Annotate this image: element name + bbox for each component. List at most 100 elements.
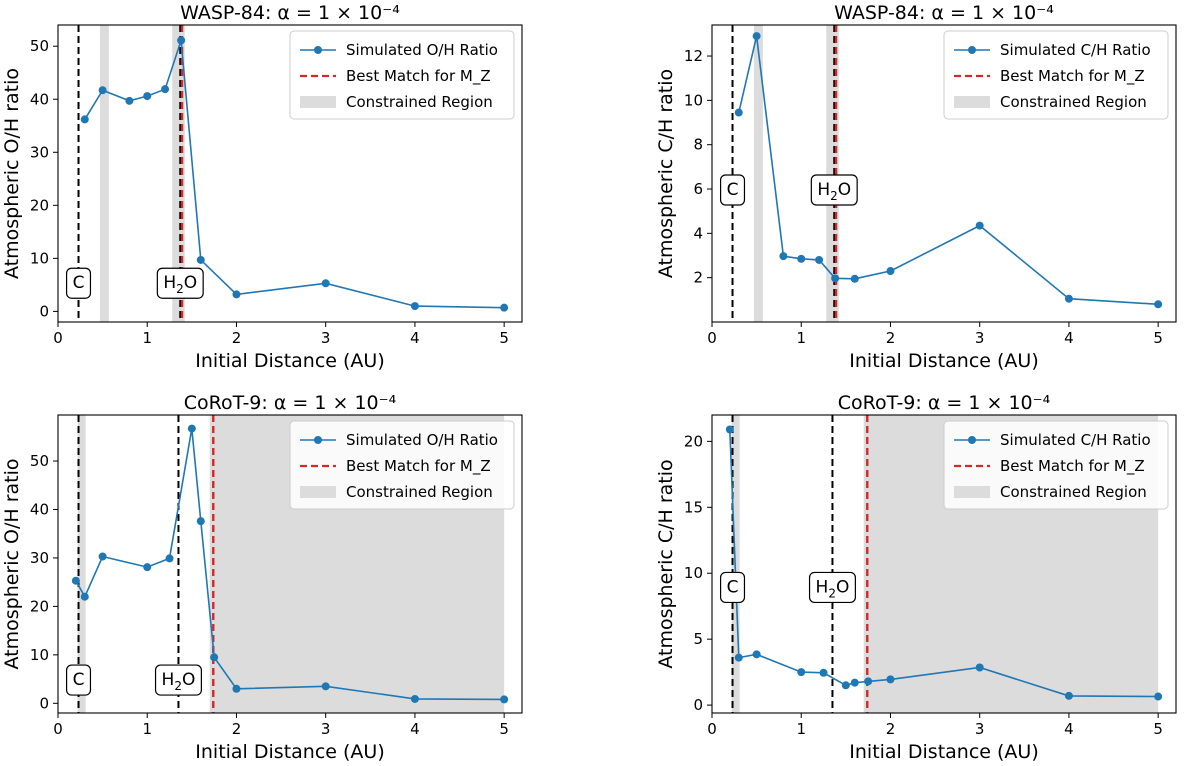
data-point <box>734 108 743 117</box>
data-point <box>850 678 859 687</box>
x-tick-label: 2 <box>232 329 242 347</box>
data-point <box>196 517 205 526</box>
y-axis-label: Atmospheric O/H ratio <box>1 458 23 669</box>
x-tick-label: 1 <box>142 329 152 347</box>
constrained-region-1 <box>753 25 763 322</box>
iceline-label-box <box>808 571 856 604</box>
x-tick-label: 3 <box>975 720 985 738</box>
series-line <box>75 428 505 701</box>
legend-series-marker <box>968 436 976 444</box>
data-point <box>143 563 152 572</box>
plot-area <box>731 25 1163 322</box>
c-iceline-label: C <box>73 273 85 293</box>
x-tick-label: 5 <box>1153 720 1163 738</box>
x-tick-label: 4 <box>1064 720 1074 738</box>
data-point <box>187 424 196 433</box>
x-tick-label: 1 <box>142 720 152 738</box>
x-tick-label: 5 <box>499 720 509 738</box>
constrained-region-1 <box>77 415 86 713</box>
legend-best-match-label: Best Match for M_Z <box>1000 457 1145 476</box>
iceline-label-box <box>154 664 202 696</box>
y-tick-label: 15 <box>684 498 703 516</box>
chart-panel-4: C H2O 0 1 2 3 4 5 0 5 10 15 20 CoRoT-9: α = 1 × 10⁻⁴ I… <box>655 392 1177 763</box>
h2o-iceline-label: H2O <box>162 670 196 693</box>
y-tick-label: 50 <box>30 37 49 55</box>
constrained-region-1 <box>99 25 109 322</box>
c-iceline-label: C <box>727 577 739 597</box>
data-point <box>819 668 828 677</box>
x-tick-label: 0 <box>707 720 717 738</box>
iceline-label-box <box>810 174 858 206</box>
data-point <box>886 675 895 684</box>
x-tick-label: 4 <box>410 720 420 738</box>
x-tick-label: 0 <box>707 329 717 347</box>
data-point <box>165 554 174 563</box>
x-tick-label: 1 <box>796 329 806 347</box>
y-axis-label: Atmospheric O/H ratio <box>1 68 23 279</box>
axes-frame <box>711 414 1177 714</box>
chart-title: WASP-84: α = 1 × 10⁻⁴ <box>180 2 400 24</box>
legend-constrained-label: Constrained Region <box>1000 483 1147 501</box>
legend-series-marker <box>968 46 976 54</box>
legend-constrained-label: Constrained Region <box>1000 93 1147 111</box>
legend-series-marker <box>314 46 322 54</box>
x-tick-label: 5 <box>1153 329 1163 347</box>
x-tick-label: 3 <box>321 720 331 738</box>
chart-title: CoRoT-9: α = 1 × 10⁻⁴ <box>184 392 397 414</box>
data-point <box>1154 300 1163 309</box>
y-tick-label: 10 <box>684 564 703 582</box>
y-tick-label: 20 <box>30 597 49 615</box>
y-tick-label: 6 <box>693 180 703 198</box>
y-tick-label: 10 <box>684 91 703 109</box>
legend-series-label: Simulated O/H Ratio <box>346 41 498 59</box>
y-tick-label: 30 <box>30 549 49 567</box>
data-point <box>232 684 241 693</box>
y-tick-label: 30 <box>30 143 49 161</box>
data-point <box>321 682 330 691</box>
axes-frame <box>57 24 523 323</box>
data-point <box>80 592 89 601</box>
legend-best-match-label: Best Match for M_Z <box>346 457 491 476</box>
data-point <box>886 267 895 276</box>
data-point <box>779 252 788 261</box>
x-tick-label: 1 <box>796 720 806 738</box>
data-point <box>177 36 186 45</box>
x-axis-label: Initial Distance (AU) <box>195 741 384 763</box>
legend: Simulated C/H Ratio Best Match for M_Z Con… <box>943 420 1169 510</box>
data-point <box>797 254 806 263</box>
legend-constrained-swatch <box>954 96 990 108</box>
x-tick-label: 2 <box>886 720 896 738</box>
legend-frame <box>943 420 1169 510</box>
y-tick-label: 40 <box>30 90 49 108</box>
data-point <box>71 576 80 585</box>
legend-constrained-swatch <box>300 96 336 108</box>
plot-area <box>77 25 509 322</box>
data-point <box>797 668 806 677</box>
iceline-label-box <box>719 571 746 604</box>
data-point <box>161 85 170 94</box>
h2o-iceline-label: H2O <box>817 180 851 203</box>
c-iceline-label: C <box>73 670 85 690</box>
legend-constrained-swatch <box>300 486 336 498</box>
x-tick-label: 3 <box>321 329 331 347</box>
legend-frame <box>289 30 515 120</box>
x-tick-label: 4 <box>410 329 420 347</box>
data-point <box>831 274 840 283</box>
data-point <box>210 653 219 662</box>
y-tick-label: 0 <box>693 696 703 714</box>
y-tick-label: 10 <box>30 249 49 267</box>
y-tick-label: 8 <box>693 136 703 154</box>
legend-series-label: Simulated C/H Ratio <box>1000 431 1151 449</box>
y-tick-label: 40 <box>30 500 49 518</box>
h2o-iceline-label: H2O <box>163 273 197 296</box>
x-tick-label: 2 <box>886 329 896 347</box>
y-axis-label: Atmospheric C/H ratio <box>655 69 677 278</box>
data-point <box>1064 294 1073 303</box>
legend-best-match-label: Best Match for M_Z <box>346 67 491 86</box>
chart-title: CoRoT-9: α = 1 × 10⁻⁴ <box>838 392 1051 414</box>
data-point <box>864 677 873 686</box>
legend-constrained-swatch <box>954 486 990 498</box>
